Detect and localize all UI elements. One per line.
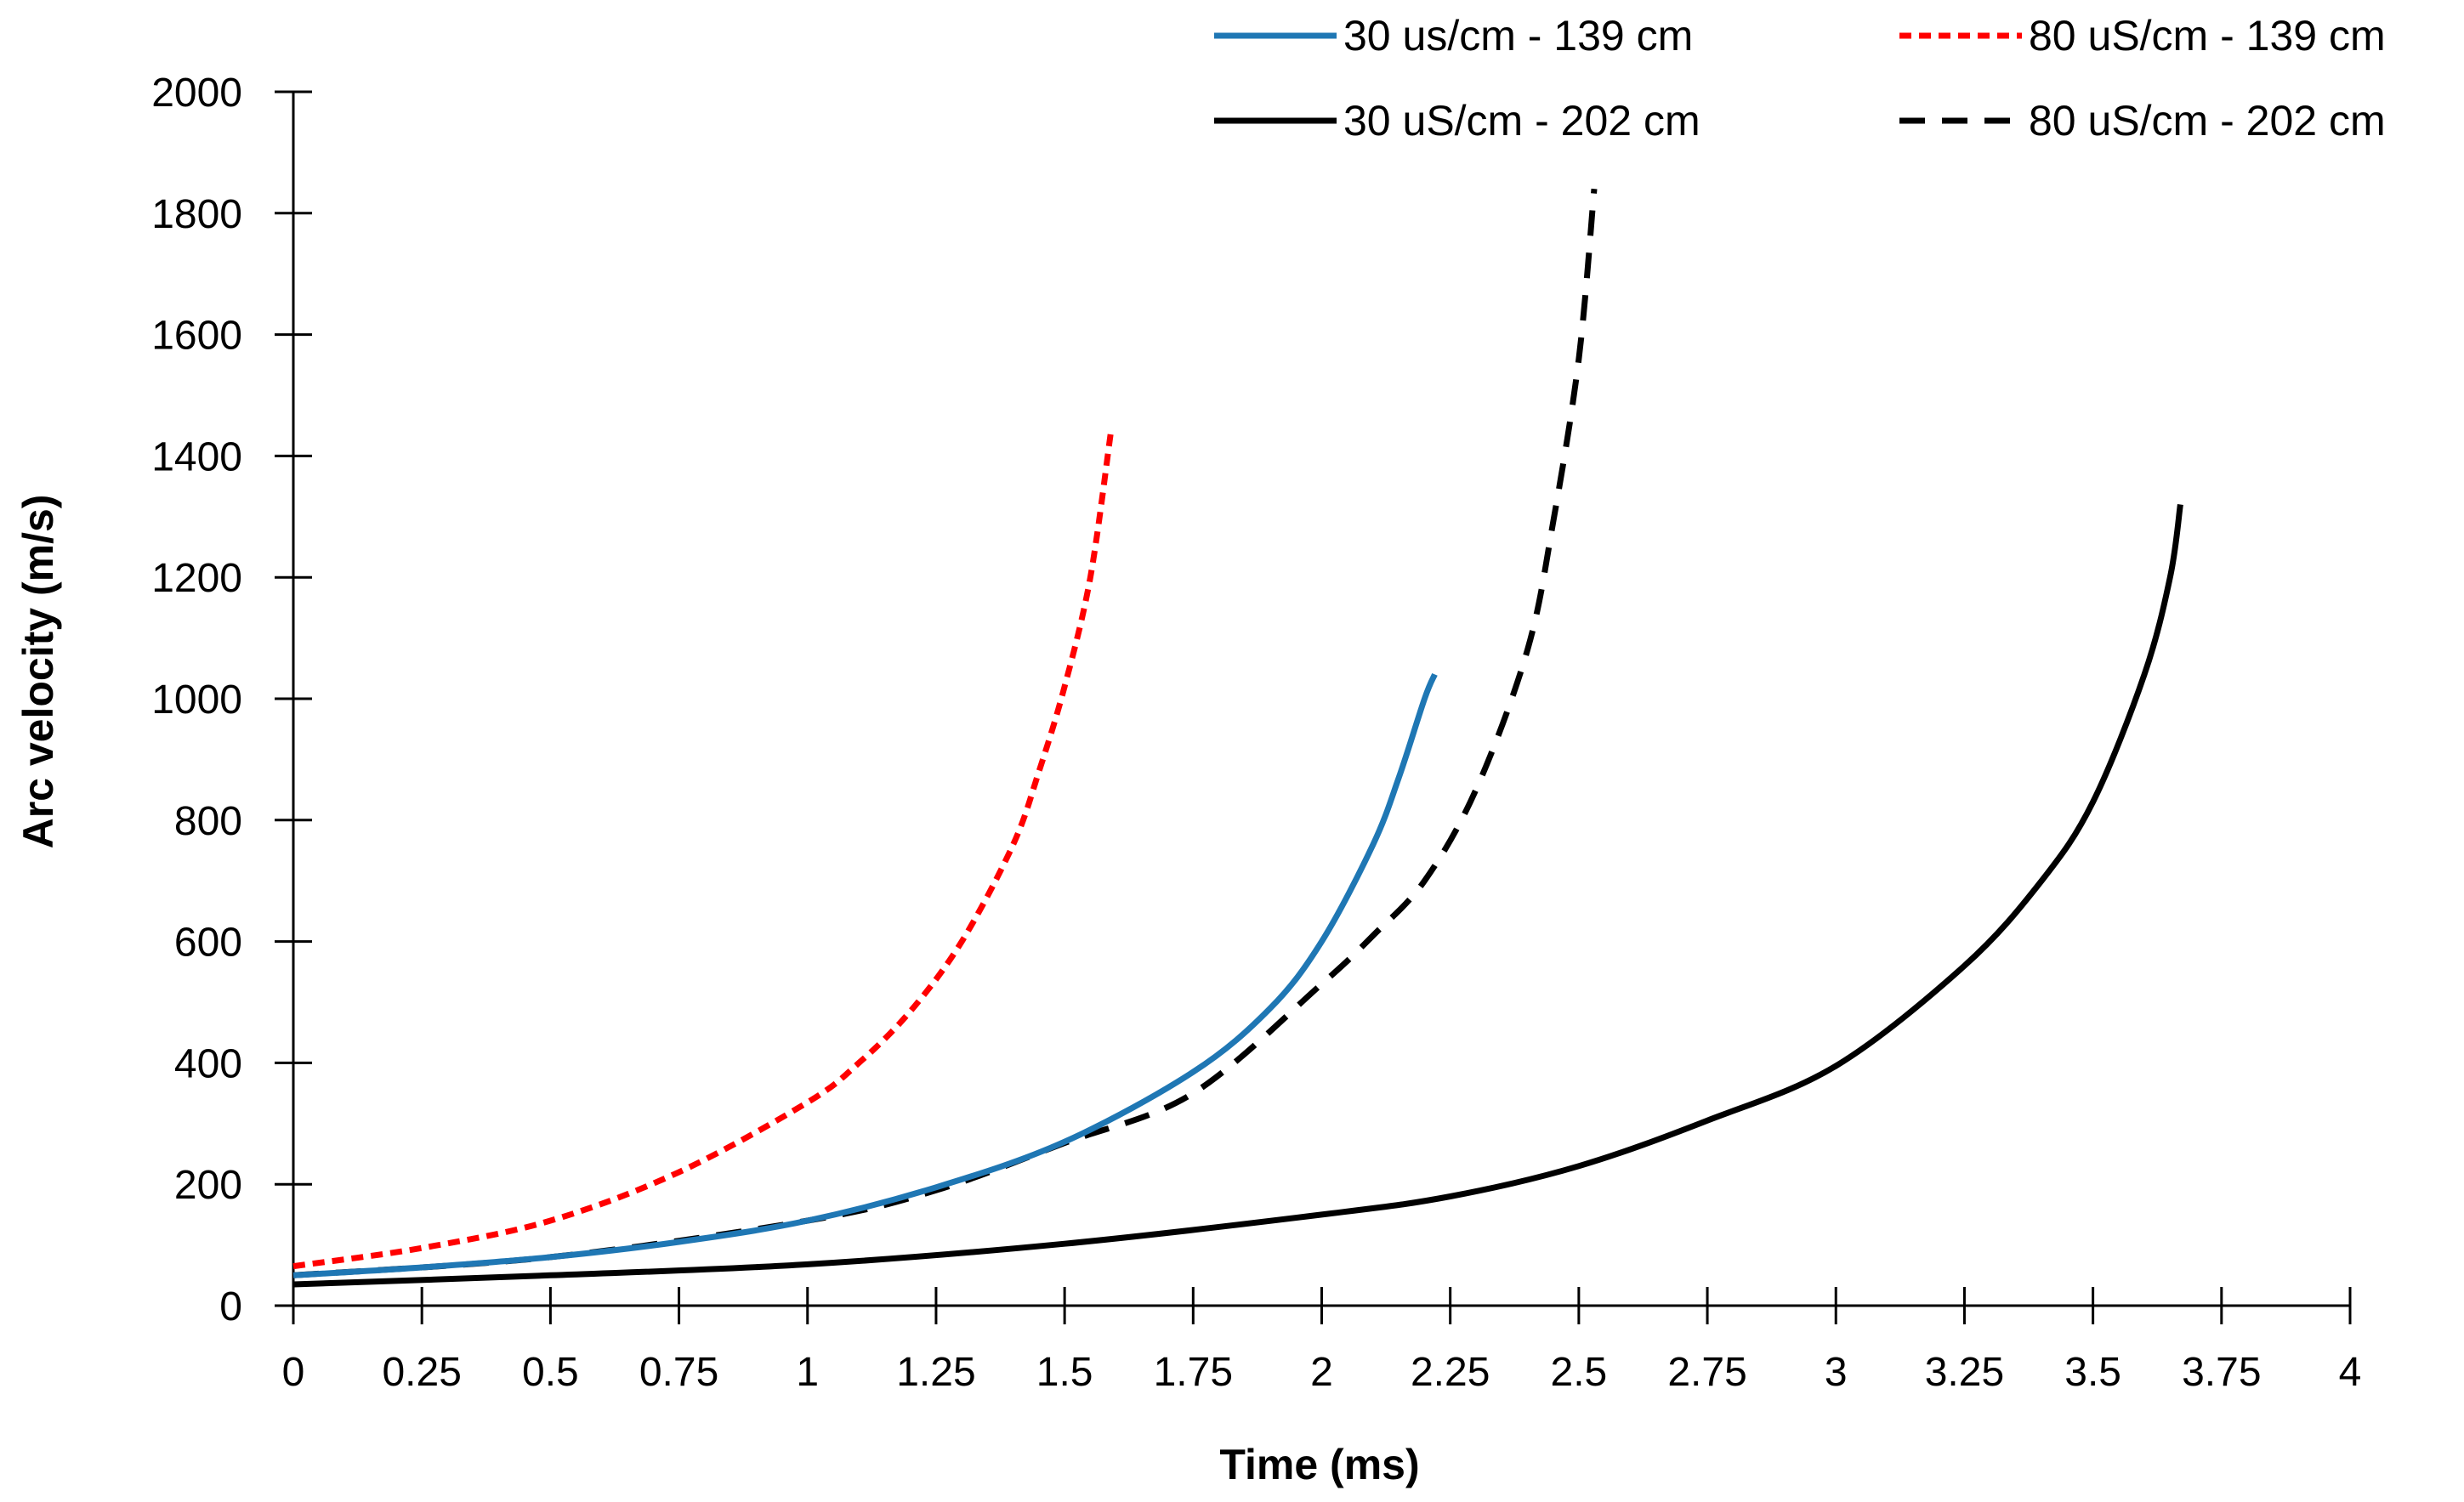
x-tick-label: 1 (796, 1350, 819, 1395)
x-tick-label: 0.25 (382, 1350, 461, 1395)
x-tick-label: 4 (2339, 1350, 2362, 1395)
y-tick-label: 1400 (151, 434, 242, 479)
y-tick-label: 1600 (151, 314, 242, 359)
axes: 0 200 400 600 800 1000 1200 1400 1600 1800 2000 0 0.… (151, 71, 2361, 1395)
x-tick-label: 2.5 (1551, 1350, 1608, 1395)
y-tick-label: 800 (174, 799, 242, 844)
y-tick-label: 600 (174, 921, 242, 966)
x-tick-label: 3.75 (2182, 1350, 2261, 1395)
y-tick-label: 2000 (151, 71, 242, 116)
x-axis-title: Time (ms) (1219, 1441, 1419, 1488)
y-axis-title: Arc velocity (m/s) (14, 495, 62, 849)
legend: 30 us/cm - 139 cm 80 uS/cm - 139 cm 30 uS/… (1214, 12, 2386, 145)
x-tick-label: 1.5 (1036, 1350, 1093, 1395)
series-line-4 (292, 188, 1598, 1278)
x-tick-label: 3.5 (2064, 1350, 2121, 1395)
x-tick-label: 2.25 (1411, 1350, 1490, 1395)
x-tick-label: 3.25 (1925, 1350, 2004, 1395)
x-tick-label: 1.25 (896, 1350, 975, 1395)
x-tick-label: 3 (1825, 1350, 1848, 1395)
legend-label-2: 80 uS/cm - 139 cm (2029, 12, 2386, 60)
x-tick-label: 0.5 (522, 1350, 579, 1395)
legend-label-1: 30 us/cm - 139 cm (1343, 12, 1693, 60)
series-line-3 (292, 504, 2183, 1288)
y-tick-label: 1800 (151, 192, 242, 237)
y-tick-label: 1200 (151, 556, 242, 601)
x-tick-label: 0.75 (639, 1350, 718, 1395)
legend-label-4: 80 uS/cm - 202 cm (2029, 97, 2386, 145)
y-tick-label: 1000 (151, 677, 242, 723)
x-tick-label: 0 (282, 1350, 305, 1395)
y-tick-label: 0 (219, 1284, 242, 1329)
plot-area (292, 188, 2183, 1288)
y-tick-label: 200 (174, 1163, 242, 1208)
series-line-1 (292, 672, 1438, 1278)
legend-label-3: 30 uS/cm - 202 cm (1343, 97, 1700, 145)
x-tick-label: 1.75 (1154, 1350, 1233, 1395)
y-tick-label: 400 (174, 1041, 242, 1086)
series-line-2 (292, 431, 1115, 1270)
x-tick-label: 2 (1310, 1350, 1333, 1395)
x-tick-label: 2.75 (1667, 1350, 1746, 1395)
